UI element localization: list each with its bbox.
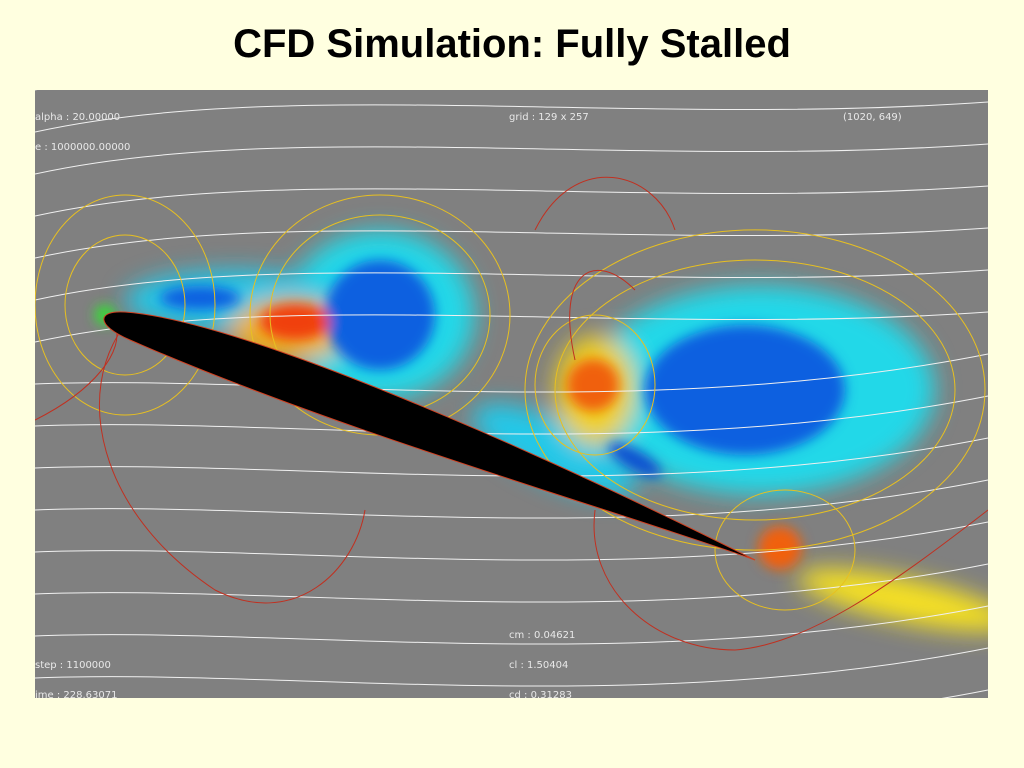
slide-title: CFD Simulation: Fully Stalled	[233, 22, 791, 66]
flow-line	[35, 101, 988, 133]
flow-line	[35, 647, 988, 687]
flow-line	[714, 489, 856, 611]
flow-line	[35, 185, 988, 217]
overlay-text: ime : 228.63071	[35, 690, 117, 698]
flow-line	[249, 194, 511, 436]
overlay-text: step : 1100000	[35, 660, 111, 671]
flow-line	[35, 269, 988, 301]
flow-line	[35, 324, 118, 421]
overlay-text: cm : 0.04621	[509, 630, 575, 641]
flow-line	[35, 353, 988, 393]
overlay-text: e : 1000000.00000	[35, 142, 130, 153]
flow-line	[534, 176, 676, 231]
flow-line	[35, 194, 216, 416]
overlay-text: grid : 129 x 257	[509, 112, 589, 123]
overlay-text: alpha : 20.00000	[35, 112, 120, 123]
overlay-text: cl : 1.50404	[509, 660, 568, 671]
flow-line	[35, 479, 988, 519]
flow-line	[524, 229, 986, 551]
flow-line	[569, 270, 636, 361]
overlay-text: (1020, 649)	[843, 112, 902, 123]
flow-line	[35, 143, 988, 175]
overlay-text: cd : 0.31283	[509, 690, 572, 698]
flow-line	[593, 509, 988, 651]
airfoil	[103, 311, 756, 561]
flow-line	[35, 605, 988, 645]
flow-line	[35, 437, 988, 477]
flow-line	[554, 259, 956, 521]
flow-line	[35, 521, 988, 561]
flow-line	[35, 563, 988, 603]
cfd-image: alpha : 20.00000 e : 1000000.00000 grid …	[35, 90, 988, 698]
flow-line	[99, 324, 366, 604]
flow-line	[35, 227, 988, 259]
flow-line	[64, 234, 186, 376]
flow-line	[534, 314, 656, 456]
